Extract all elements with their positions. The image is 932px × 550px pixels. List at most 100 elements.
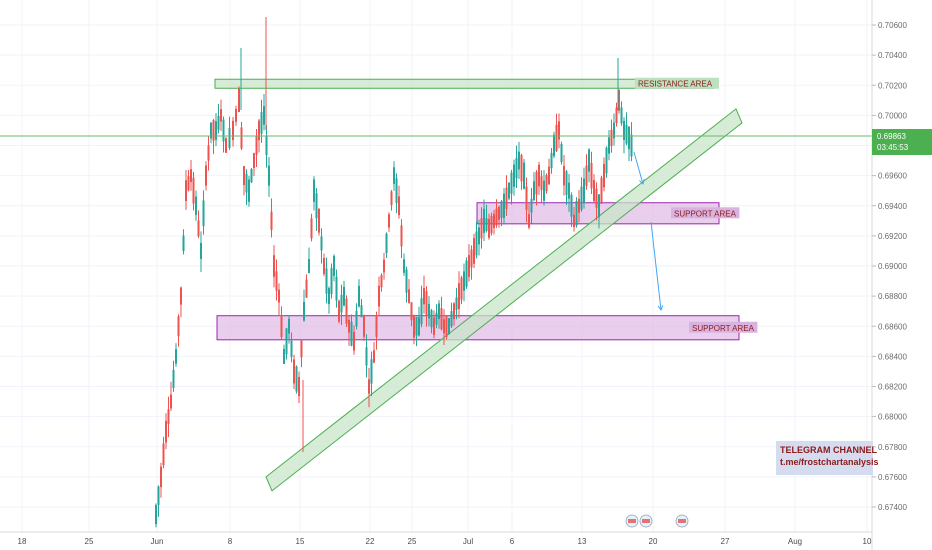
candle-body: [625, 124, 628, 144]
candle-body: [212, 120, 215, 141]
candle-body: [443, 319, 445, 334]
candle-body: [182, 235, 185, 252]
candle-body: [185, 180, 187, 202]
candle-body: [403, 259, 405, 273]
candle-body: [303, 301, 305, 321]
price-tick-label: 0.68600: [878, 322, 907, 331]
candle-body: [260, 112, 263, 134]
candle-body: [580, 186, 583, 210]
candle-body: [510, 172, 513, 194]
candle-body: [428, 303, 430, 319]
candle-body: [172, 369, 175, 389]
candle-body: [300, 340, 303, 358]
candle-body: [192, 177, 195, 204]
candle-body: [458, 283, 460, 310]
candle-body: [620, 107, 623, 124]
price-tick-label: 0.68000: [878, 413, 907, 422]
candle-body: [187, 176, 190, 191]
candle-body: [430, 310, 433, 328]
telegram-title: TELEGRAM CHANNEL: [780, 445, 877, 455]
candle-body: [378, 285, 380, 307]
candle-body: [343, 286, 345, 306]
candle-body: [630, 134, 633, 157]
time-tick-label: Jun: [151, 537, 164, 546]
candle-body: [598, 194, 600, 218]
candle-body: [440, 308, 443, 330]
candle-body: [508, 182, 510, 199]
candle-body: [268, 165, 270, 186]
price-tick-label: 0.69400: [878, 202, 907, 211]
time-tick-label: 22: [366, 537, 375, 546]
zone-label-bg: [635, 77, 719, 89]
price-tick-label: 0.68800: [878, 292, 907, 301]
candle-body: [197, 220, 200, 237]
candle-body: [232, 120, 234, 141]
price-tick-label: 0.69000: [878, 262, 907, 271]
candle-body: [613, 122, 615, 139]
candle-body: [160, 466, 162, 488]
candle-body: [365, 347, 368, 366]
candle-body: [588, 149, 590, 172]
time-tick-label: 15: [296, 537, 305, 546]
candle-body: [470, 249, 473, 268]
candle-body: [498, 206, 500, 220]
time-tick-label: 8: [228, 537, 233, 546]
candle-body: [363, 315, 365, 337]
candle-body: [290, 340, 293, 358]
candle-body: [368, 379, 370, 394]
candle-body: [207, 145, 210, 161]
time-axis[interactable]: 18 25 Jun 8 15 22 25 Jul 6 13 20 27 Aug 10: [0, 531, 872, 546]
zone-label: RESISTANCE AREA: [638, 80, 713, 89]
price-tick-label: 0.70400: [878, 51, 907, 60]
candle-body: [370, 359, 373, 384]
price-tick-label: 0.69200: [878, 232, 907, 241]
candle-body: [520, 154, 523, 182]
candle-body: [623, 120, 625, 140]
candle-body: [222, 119, 225, 142]
candle-body: [463, 271, 465, 291]
price-tick-label: 0.67400: [878, 503, 907, 512]
candle-body: [340, 294, 343, 313]
candle-body: [238, 88, 240, 113]
price-tick-label: 0.69600: [878, 172, 907, 181]
candle-body: [375, 315, 378, 337]
candle-body: [177, 316, 180, 337]
candle-body: [495, 208, 498, 226]
candle-body: [190, 169, 192, 182]
candle-body: [573, 214, 575, 228]
zone-label-bg: [671, 207, 740, 219]
candle-body: [528, 214, 530, 228]
candle-body: [167, 409, 170, 424]
price-tick-label: 0.70000: [878, 111, 907, 120]
zone-label-bg: [689, 321, 758, 333]
candle-body: [338, 300, 340, 322]
price-tick-label: 0.70200: [878, 81, 907, 90]
forecast-arrow-1: [633, 151, 644, 185]
time-tick-label: 18: [18, 537, 27, 546]
candle-body: [345, 298, 348, 324]
time-tick-label: 25: [85, 537, 94, 546]
candle-body: [568, 182, 570, 199]
candle-body: [305, 279, 308, 298]
candle-body: [515, 157, 518, 179]
candle-body: [408, 289, 410, 303]
candle-body: [465, 260, 468, 287]
candle-body: [473, 238, 475, 264]
candle-body: [628, 126, 630, 150]
candle-body: [220, 109, 222, 122]
time-tick-label: 20: [649, 537, 658, 546]
candle-body: [235, 108, 237, 122]
candle-body: [545, 175, 548, 192]
candle-body: [425, 291, 428, 316]
price-axis[interactable]: 0.706000.704000.702000.700000.698000.696…: [871, 0, 932, 550]
candle-body: [215, 121, 217, 140]
telegram-box-bg: [776, 441, 873, 475]
candle-body: [400, 225, 403, 247]
candle-body: [398, 196, 400, 216]
candle-body: [583, 178, 585, 203]
overlay-layer: [0, 135, 872, 528]
candle-body: [162, 443, 165, 466]
candle-body: [608, 137, 610, 154]
time-tick-label: 10: [863, 537, 872, 546]
